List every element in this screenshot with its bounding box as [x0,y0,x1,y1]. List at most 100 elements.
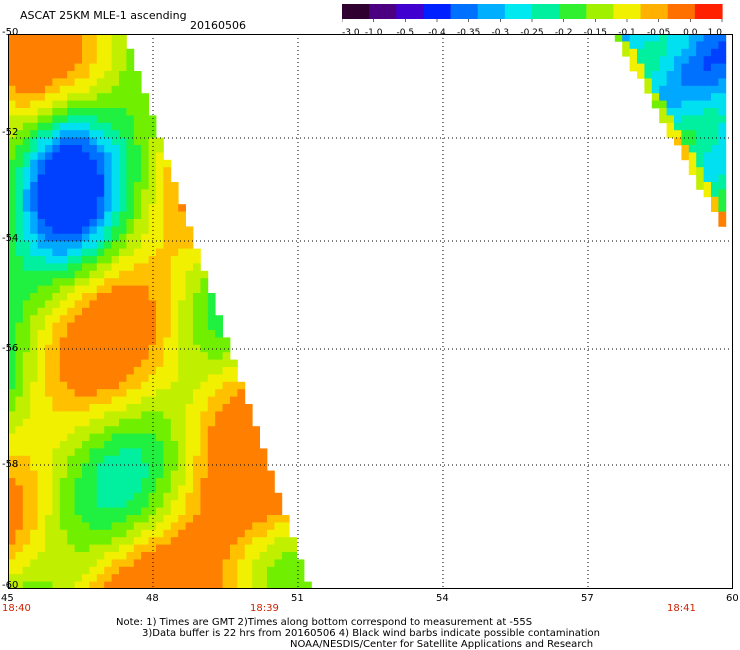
swath-cell [15,63,24,72]
swath-cell [89,492,98,501]
swath-cell [141,330,149,338]
swath-cell [696,41,704,50]
swath-cell [30,337,38,346]
swath-cell [67,529,75,538]
swath-cell [141,515,149,523]
swath-cell [89,233,98,242]
swath-cell [67,159,75,168]
swath-cell [111,552,120,560]
swath-cell [696,56,704,64]
swath-cell [207,552,216,560]
swath-cell [82,145,90,153]
swath-cell [104,226,112,235]
swath-cell [22,226,31,235]
swath-cell [259,478,268,486]
swath-cell [244,463,253,471]
swath-cell [193,507,201,516]
swath-cell [8,478,16,486]
swath-cell [207,463,216,471]
swath-cell [8,130,16,138]
swath-cell [126,270,135,279]
swath-cell [207,470,216,479]
swath-cell [207,367,216,375]
swath-cell [22,470,31,479]
swath-cell [104,352,112,360]
swath-cell [215,529,223,538]
swath-cell [200,322,209,331]
swath-cell [37,63,46,72]
swath-cell [52,278,61,286]
swath-cell [185,404,194,412]
swath-cell [74,270,83,279]
colorbar-swatch [423,4,452,19]
swath-cell [89,71,98,79]
swath-cell [237,389,246,397]
swath-cell [252,574,260,582]
swath-cell [200,485,209,494]
swath-cell [126,441,135,449]
swath-cell [681,93,690,101]
swath-cell [170,337,179,346]
swath-cell [119,122,127,131]
swath-cell [8,41,16,50]
swath-cell [622,41,630,50]
swath-cell [74,34,83,42]
swath-cell [718,71,727,79]
swath-cell [74,167,83,175]
swath-cell [37,367,46,375]
swath-cell [22,448,31,457]
swath-cell [52,389,61,397]
swath-cell [193,374,201,383]
swath-cell [193,330,201,338]
swath-cell [89,337,98,346]
swath-cell [59,426,68,434]
swath-cell [22,48,31,57]
swath-cell [237,500,246,508]
swath-cell [22,515,31,523]
swath-cell [718,85,727,94]
swath-cell [119,500,127,508]
swath-cell [688,41,697,50]
swath-cell [74,418,83,427]
swath-cell [119,418,127,427]
swath-cell [141,581,149,589]
swath-cell [37,115,46,124]
swath-cell [22,71,31,79]
swath-cell [59,522,68,531]
swath-cell [30,71,38,79]
swath-cell [133,367,142,375]
swath-cell [141,411,149,420]
swath-cell [170,470,179,479]
swath-cell [111,196,120,205]
swath-cell [67,204,75,212]
swath-cell [148,559,157,568]
swath-cell [22,367,31,375]
swath-cell [96,478,105,486]
swath-cell [141,337,149,346]
swath-cell [170,315,179,323]
swath-cell [74,300,83,309]
swath-cell [200,544,209,553]
swath-cell [67,485,75,494]
swath-cell [244,404,253,412]
swath-cell [178,300,186,309]
swath-cell [126,537,135,545]
swath-cell [111,226,120,235]
swath-cell [67,78,75,87]
swath-cell [178,344,186,353]
swath-cell [8,300,16,309]
swath-cell [111,270,120,279]
swath-cell [37,189,46,198]
swath-cell [104,581,112,589]
swath-cell [52,159,61,168]
swath-cell [207,293,216,301]
swath-cell [59,219,68,227]
swath-cell [67,418,75,427]
swath-cell [59,241,68,249]
swath-cell [119,189,127,198]
swath-cell [37,226,46,235]
swath-cell [126,100,135,109]
swath-cell [119,574,127,582]
swath-cell [89,130,98,138]
swath-cell [659,56,667,64]
